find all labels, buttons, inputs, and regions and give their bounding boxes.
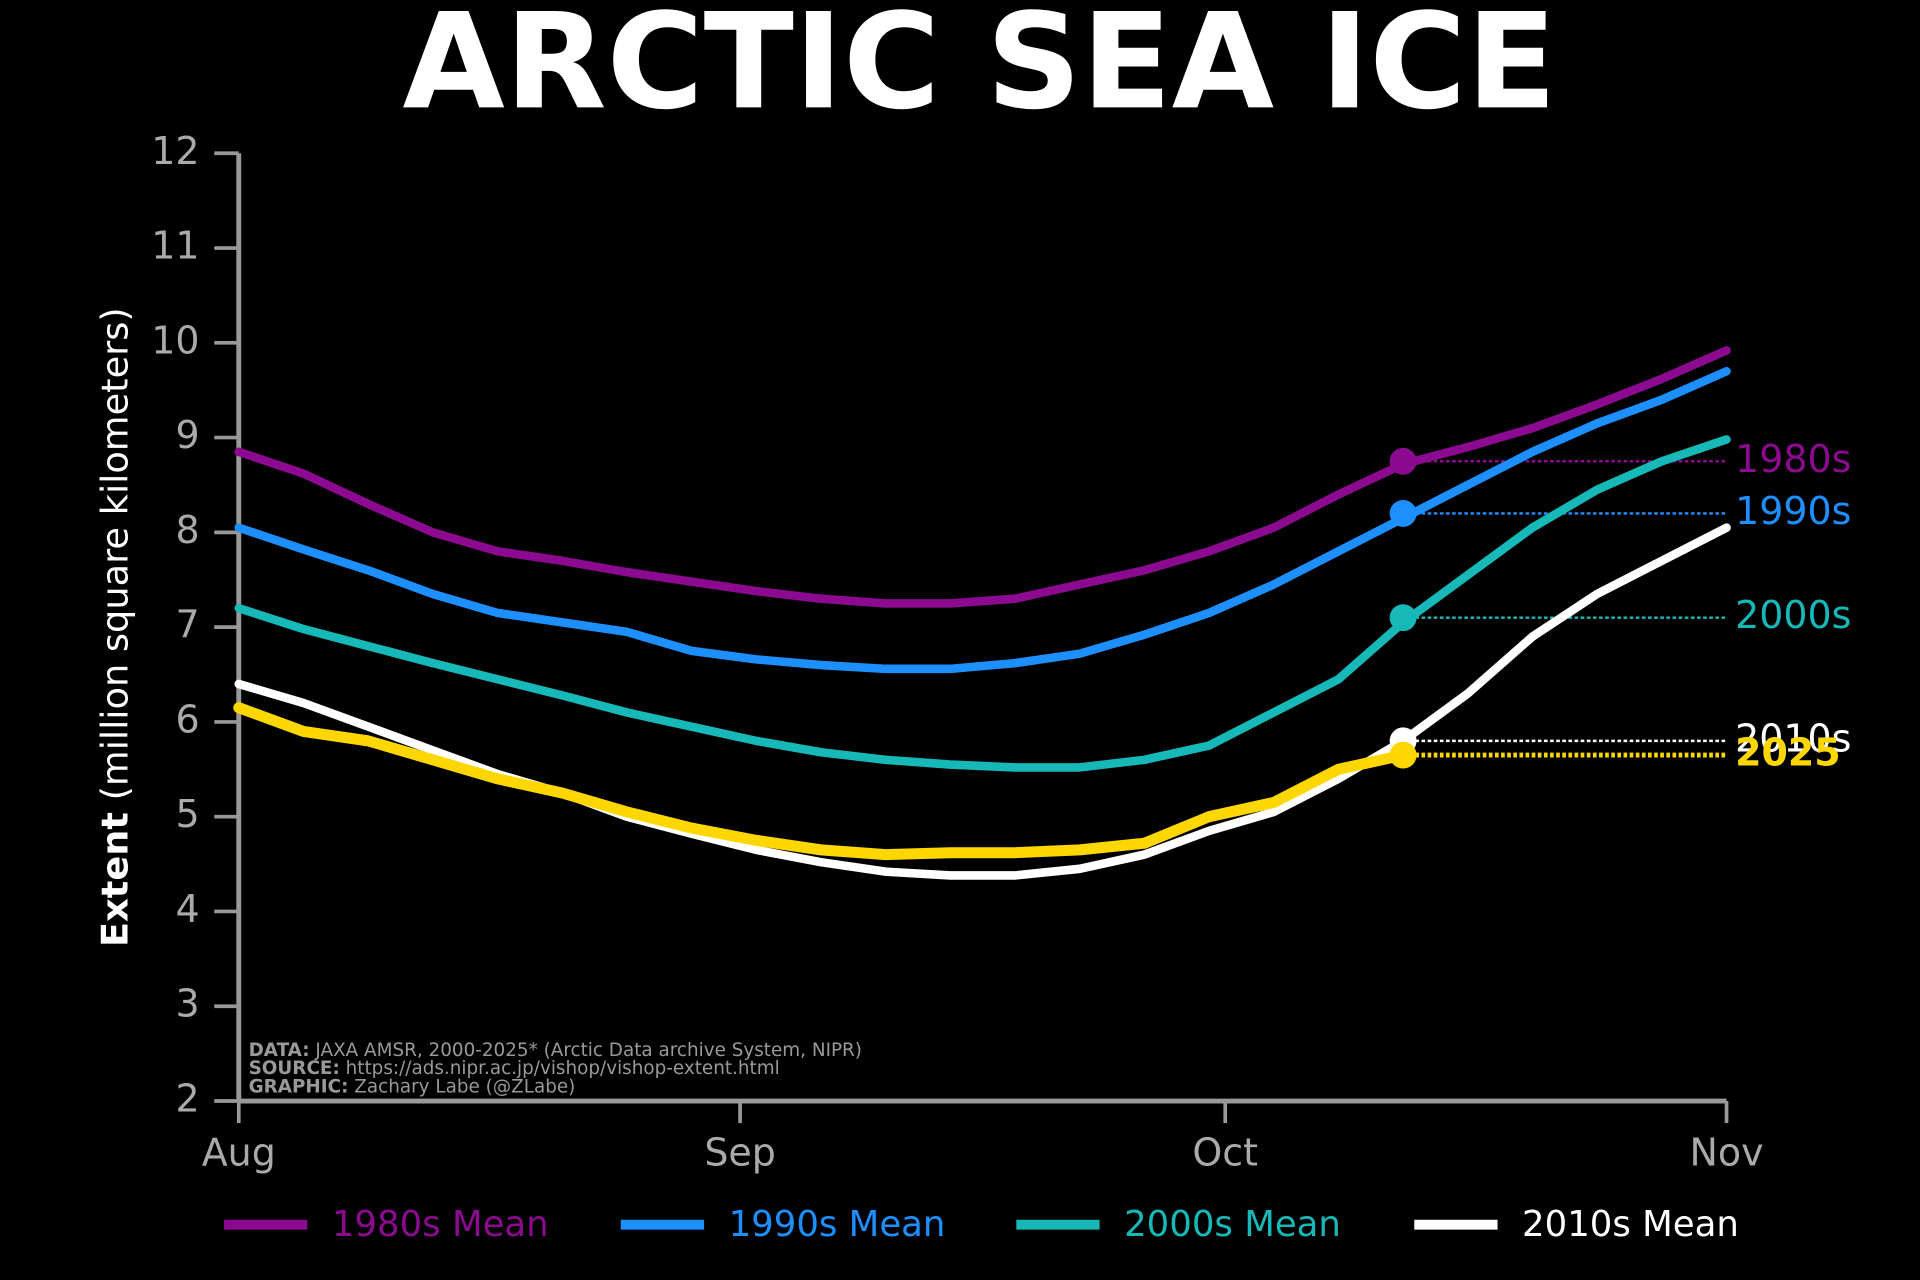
- series-line: [233, 702, 1409, 861]
- credit-text: Zachary Labe (@ZLabe): [354, 1077, 575, 1098]
- y-tick-label: 7: [175, 603, 199, 647]
- y-tick-label: 12: [151, 129, 199, 173]
- series-end-label: 1980s: [1735, 437, 1851, 481]
- y-tick-label: 9: [175, 413, 199, 457]
- credit-note: DATA: JAXA AMSR, 2000-2025* (Arctic Data…: [249, 1040, 862, 1061]
- legend-label: 2000s Mean: [1124, 1204, 1341, 1245]
- credit-note: SOURCE: https://ads.nipr.ac.jp/vishop/vi…: [249, 1058, 780, 1079]
- end-marker: [1389, 447, 1417, 475]
- y-tick-label: 6: [175, 697, 199, 741]
- series-line: [234, 435, 1731, 772]
- y-tick-label: 5: [175, 792, 199, 836]
- end-marker: [1389, 499, 1417, 527]
- series-line: [234, 366, 1731, 674]
- y-tick-label: 10: [151, 318, 199, 362]
- y-tick-label: 4: [175, 887, 199, 931]
- chart-title: ARCTIC SEA ICE: [402, 0, 1556, 139]
- series-end-label: 2010s: [1735, 716, 1851, 760]
- credit-label: DATA:: [249, 1040, 310, 1061]
- credit-note: GRAPHIC: Zachary Labe (@ZLabe): [249, 1077, 576, 1098]
- y-tick-label: 8: [175, 508, 199, 552]
- y-tick-label: 11: [151, 224, 199, 268]
- x-tick-label: Oct: [1192, 1130, 1258, 1174]
- end-marker: [1389, 604, 1417, 632]
- credit-label: GRAPHIC:: [249, 1077, 349, 1098]
- legend-label: 1990s Mean: [729, 1204, 946, 1245]
- y-axis-label: Extent (million square kilometers): [93, 307, 136, 947]
- end-marker: [1389, 741, 1417, 769]
- x-tick-label: Nov: [1690, 1130, 1764, 1174]
- x-tick-label: Sep: [704, 1130, 776, 1174]
- y-axis-label-bold: Extent: [93, 812, 136, 947]
- credit-label: SOURCE:: [249, 1058, 340, 1079]
- credit-text: JAXA AMSR, 2000-2025* (Arctic Data archi…: [314, 1040, 862, 1061]
- y-axis-label-text: (million square kilometers): [93, 307, 136, 800]
- series-end-label: 1990s: [1735, 489, 1851, 533]
- y-tick-label: 2: [175, 1077, 199, 1121]
- credit-text: https://ads.nipr.ac.jp/vishop/vishop-ext…: [346, 1058, 780, 1079]
- y-tick-label: 3: [175, 982, 199, 1026]
- series-line: [234, 346, 1731, 608]
- legend-label: 1980s Mean: [332, 1204, 549, 1245]
- series-end-label: 2000s: [1735, 593, 1851, 637]
- series-end-label: 2025: [1735, 731, 1841, 775]
- legend-label: 2010s Mean: [1522, 1204, 1739, 1245]
- x-tick-label: Aug: [202, 1130, 276, 1174]
